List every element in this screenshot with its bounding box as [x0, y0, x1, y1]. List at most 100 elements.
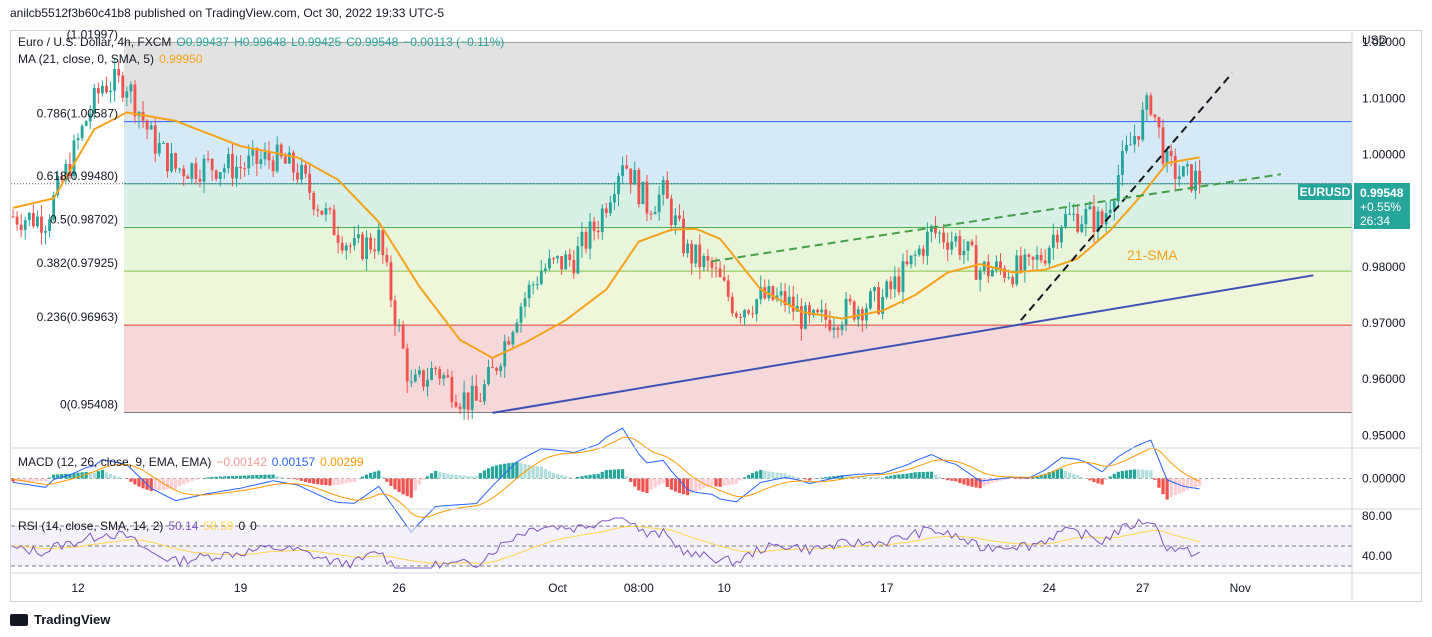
candle-body — [1080, 224, 1084, 232]
macd-histogram-bar — [937, 476, 942, 479]
candle-body — [1019, 255, 1023, 271]
macd-histogram-bar — [1096, 478, 1100, 484]
macd-histogram-bar — [56, 474, 60, 479]
sma-annotation: 21-SMA — [1127, 247, 1178, 263]
macd-histogram-bar — [478, 473, 482, 479]
macd-histogram-bar — [1173, 478, 1177, 496]
candle-body — [625, 165, 629, 169]
macd-histogram-bar — [474, 476, 478, 479]
candle-body — [19, 224, 23, 231]
macd-histogram-bar — [1181, 478, 1185, 493]
macd-histogram-bar — [604, 470, 608, 479]
macd-histogram-bar — [1011, 478, 1015, 479]
candle-body — [296, 172, 299, 180]
macd-histogram-bar — [876, 477, 881, 479]
macd-histogram-bar — [564, 476, 568, 479]
candle-body — [255, 148, 259, 164]
candle-body — [226, 153, 230, 169]
candle-body — [832, 327, 836, 331]
price-tag-countdown: 26:34 — [1360, 214, 1390, 228]
rsi-pane — [11, 517, 1352, 569]
macd-histogram-bar — [998, 478, 1003, 481]
macd-histogram-bar — [881, 477, 885, 479]
macd-histogram-bar — [592, 474, 596, 479]
fib-band — [124, 227, 1352, 272]
legend-value: −0.00113 (−0.11%) — [403, 35, 504, 49]
candle-body — [978, 270, 982, 280]
macd-histogram-bar — [1108, 476, 1112, 479]
macd-histogram-bar — [389, 478, 393, 486]
candle-body — [820, 309, 824, 313]
candle-body — [1116, 174, 1120, 202]
macd-histogram-bar — [1116, 471, 1120, 479]
macd-histogram-bar — [344, 478, 348, 484]
candle-body — [340, 242, 344, 251]
candle-body — [1047, 247, 1051, 264]
candle-body — [649, 213, 653, 215]
trendline-support — [492, 274, 1314, 414]
candle-body — [726, 280, 730, 297]
macd-histogram-bar — [332, 478, 336, 486]
candle-body — [641, 181, 645, 205]
macd-histogram-bar — [157, 478, 161, 491]
candle-body — [442, 375, 446, 379]
macd-histogram-bar — [417, 478, 422, 485]
candle-body — [218, 172, 222, 179]
candle-body — [804, 305, 807, 329]
candle-body — [560, 256, 564, 270]
macd-histogram-bar — [913, 472, 917, 479]
macd-histogram-bar — [328, 478, 332, 486]
candle-body — [1194, 170, 1197, 191]
candle-body — [369, 237, 373, 250]
macd-histogram-bar — [381, 476, 385, 479]
macd-histogram-bar — [43, 478, 48, 482]
candle-body — [316, 209, 320, 211]
candle-body — [438, 369, 442, 379]
candle-body — [734, 313, 738, 317]
macd-histogram-bar — [1059, 468, 1064, 479]
candle-body — [739, 316, 742, 318]
candle-body — [986, 261, 990, 277]
fib-label: 0.618(0.99480) — [37, 169, 118, 183]
macd-histogram-bar — [986, 478, 990, 485]
macd-histogram-bar — [653, 478, 657, 488]
candle-body — [1186, 164, 1189, 167]
candle-body — [808, 305, 811, 316]
macd-tick-label: 0.00000 — [1362, 472, 1406, 486]
macd-histogram-bar — [1169, 478, 1173, 498]
candle-body — [531, 284, 535, 286]
candle-body — [1096, 211, 1100, 232]
candle-body — [816, 309, 820, 313]
candle-body — [657, 194, 661, 213]
macd-histogram-bar — [442, 472, 446, 479]
candle-body — [393, 300, 397, 326]
macd-histogram-bar — [141, 478, 145, 489]
candle-body — [974, 245, 978, 280]
macd-histogram-bar — [820, 477, 824, 479]
macd-histogram-bar — [633, 478, 637, 487]
macd-histogram-bar — [738, 478, 743, 481]
candle-body — [417, 370, 421, 375]
candle-body — [1031, 256, 1035, 260]
x-tick-label: 26 — [392, 581, 406, 595]
macd-histogram-bar — [767, 471, 771, 479]
candle-body — [982, 261, 986, 271]
macd-histogram-bar — [844, 475, 848, 479]
candle-body — [934, 226, 937, 234]
macd-histogram-bar — [96, 471, 100, 479]
tradingview-brand[interactable]: TradingView — [10, 612, 110, 627]
macd-histogram-bar — [275, 475, 279, 479]
candle-body — [682, 218, 685, 254]
macd-histogram-bar — [568, 477, 572, 479]
candle-body — [722, 277, 726, 281]
candle-body — [170, 153, 173, 172]
macd-histogram-bar — [1149, 470, 1153, 479]
macd-histogram-bar — [218, 476, 222, 479]
y-tick-label: 1.00000 — [1362, 148, 1406, 162]
candle-body — [271, 160, 275, 172]
y-tick-label: 0.95000 — [1362, 428, 1406, 442]
macd-histogram-bar — [832, 476, 836, 479]
macd-histogram-bar — [954, 478, 958, 482]
macd-histogram-bar — [112, 475, 117, 479]
